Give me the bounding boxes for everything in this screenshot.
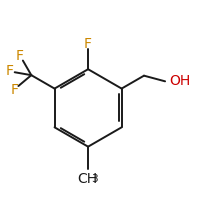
Text: F: F <box>5 64 13 78</box>
Text: CH: CH <box>77 172 97 186</box>
Text: F: F <box>10 83 18 97</box>
Text: OH: OH <box>169 74 191 88</box>
Text: 3: 3 <box>91 174 98 184</box>
Text: F: F <box>16 49 24 63</box>
Text: F: F <box>84 37 92 51</box>
